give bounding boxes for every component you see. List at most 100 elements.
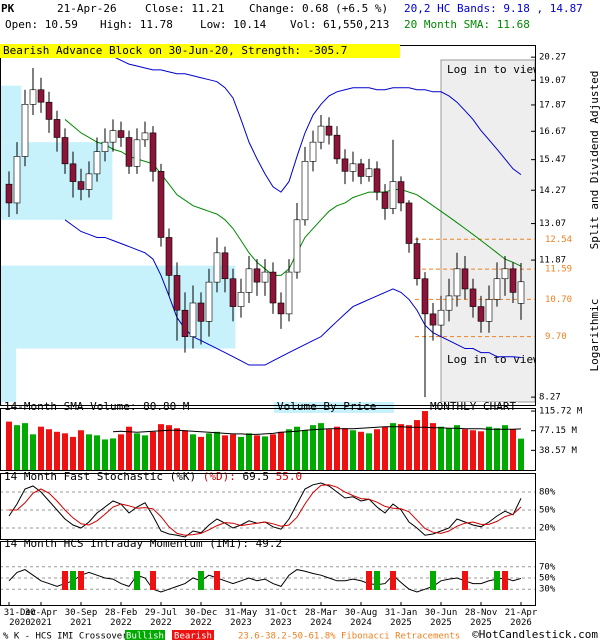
candle-body	[221, 252, 229, 280]
volume-bar	[302, 430, 308, 470]
x-tick-label: 30-Aug 2024	[344, 608, 378, 628]
candle-body	[397, 181, 405, 204]
volume-bar	[174, 428, 180, 470]
volume-bar	[462, 429, 468, 470]
candle-body	[501, 268, 509, 280]
y-tick-label: 80%	[539, 488, 556, 498]
volume-bar	[486, 426, 492, 470]
volume-bar	[286, 429, 292, 470]
volume-bar	[454, 425, 460, 470]
volume-bar	[238, 436, 244, 470]
volume-bar	[150, 431, 156, 470]
candle-body	[13, 156, 21, 204]
x-tick-label: 30-Sep 2021	[64, 608, 98, 628]
volume-bar	[430, 423, 436, 470]
lower-band	[64, 219, 522, 366]
candle-body	[53, 119, 61, 138]
candle-body	[301, 161, 309, 221]
fibonacci-level: 9.70	[545, 332, 567, 342]
y-tick-label: 13.07	[539, 219, 566, 229]
y-tick-label: 20.27	[539, 53, 566, 63]
volume-bar	[438, 426, 444, 470]
fibonacci-level: 10.70	[545, 295, 572, 305]
x-tick-label: 31-Oct 2023	[264, 608, 298, 628]
candle-body	[237, 292, 245, 307]
candle-body	[293, 219, 301, 273]
candle-body	[381, 191, 389, 209]
volume-bar	[62, 433, 68, 470]
bullish-label: Bullish	[126, 632, 164, 640]
candle-body	[205, 281, 213, 322]
volume-bar	[126, 426, 132, 470]
volume-bar	[134, 433, 140, 470]
x-tick-label: 28-Feb 2022	[104, 608, 138, 628]
volume-bar	[30, 434, 36, 470]
volume-bar	[70, 436, 76, 470]
volume-sma-line	[112, 426, 522, 435]
y-tick-label: 11.87	[539, 256, 566, 266]
fibonacci-level: 11.59	[545, 265, 572, 275]
volume-bar	[110, 438, 116, 470]
title-part: (%K)	[170, 470, 197, 483]
y-tick-label: 8.27	[539, 393, 561, 403]
indicator-line	[9, 484, 522, 536]
candle-body	[413, 243, 421, 280]
panel-title: 14-Month SMA Volume: 80.80 M	[4, 400, 190, 413]
bullish-marker	[494, 571, 500, 590]
close: Close: 11.21	[145, 2, 224, 15]
candle-body	[469, 288, 477, 307]
candle-body	[93, 151, 101, 175]
candle-body	[277, 302, 285, 315]
candle-body	[157, 171, 165, 238]
bearish-marker	[390, 571, 396, 590]
y-tick-label: 16.67	[539, 127, 566, 137]
volume-bar	[118, 434, 124, 470]
candle-body	[149, 132, 157, 172]
volume-bar	[198, 436, 204, 470]
y-tick-label: 115.72 M	[539, 407, 583, 417]
x-tick-label: 29-Jul 2022	[144, 608, 178, 628]
candle-body	[213, 252, 221, 283]
candle-body	[253, 268, 261, 283]
volume-bar	[358, 431, 364, 470]
bearish-marker	[62, 571, 68, 590]
candle-body	[109, 130, 117, 143]
candle-body	[373, 168, 381, 193]
volume-bar	[366, 433, 372, 470]
candle-body	[141, 132, 149, 141]
vbp-label: Volume By Price	[277, 400, 376, 413]
panel-subtitle: MONTHLY CHART	[430, 400, 516, 413]
volume-bar	[262, 436, 268, 470]
locked-region	[440, 59, 535, 403]
candle-body	[29, 89, 37, 105]
bearish-key	[172, 630, 214, 640]
high: High: 11.78	[100, 18, 173, 31]
volume-bar	[86, 434, 92, 470]
volume-bar	[102, 439, 108, 470]
candle-body	[173, 275, 181, 311]
axis-note: Split and Dividend Adjusted	[588, 71, 600, 250]
volume-bar	[94, 435, 100, 470]
open: Open: 10.59	[5, 18, 78, 31]
candle-body	[357, 163, 365, 177]
y-tick-label: 17.87	[539, 100, 566, 110]
volume-bar	[294, 426, 300, 470]
x-tick-label: 31-May 2023	[224, 608, 258, 628]
volume-bar	[278, 431, 284, 470]
volume-bar	[382, 426, 388, 470]
indicator-line	[8, 569, 522, 593]
x-tick-label: 30-Dec 2022	[184, 608, 218, 628]
bullish-marker	[70, 571, 76, 590]
y-tick-label: 38.57 M	[539, 446, 578, 456]
candle-body	[509, 268, 517, 293]
candle-body	[101, 141, 109, 152]
title-part: 55.0	[276, 470, 303, 483]
volume-bar	[206, 433, 212, 470]
volume-bar	[478, 431, 484, 470]
title-part: 69.5	[242, 470, 269, 483]
price-panel: Log in to view patterns in this area Log …	[0, 45, 535, 405]
volume-bar	[518, 438, 524, 470]
candle-body	[493, 278, 501, 300]
